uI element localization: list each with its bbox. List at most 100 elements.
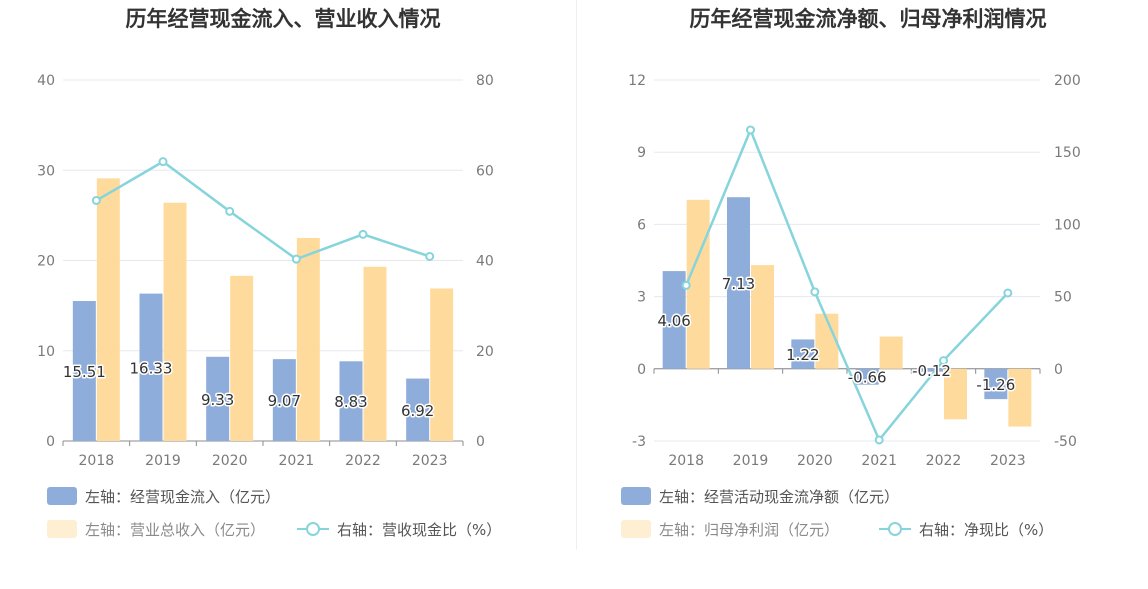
bar bbox=[406, 378, 430, 441]
y-left-tick-label: 12 bbox=[628, 73, 646, 89]
bar bbox=[72, 301, 96, 441]
y-right-tick-label: -50 bbox=[1054, 434, 1077, 450]
y-right-tick-label: 40 bbox=[476, 254, 494, 270]
chart-net-cashflow-profit: 历年经营现金流净额、归母净利润情况 -3 0 3 6 9 12 -50 0 50 100 150 200… bbox=[621, 7, 1081, 539]
bar-data-label: 9.07 bbox=[268, 392, 301, 410]
bar-data-label: -1.26 bbox=[976, 376, 1015, 394]
x-tick-label: 2022 bbox=[345, 453, 381, 469]
y-right-tick-label: 100 bbox=[1054, 217, 1081, 233]
legend-swatch-point bbox=[306, 522, 320, 536]
bar bbox=[163, 202, 187, 441]
x-tick-label: 2020 bbox=[212, 453, 248, 469]
legend-label: 右轴：净现比（%） bbox=[919, 521, 1053, 539]
line-point bbox=[746, 125, 755, 135]
panel-divider bbox=[576, 0, 577, 550]
series-line bbox=[685, 126, 1009, 443]
line-point bbox=[939, 356, 948, 366]
line-point bbox=[810, 287, 820, 297]
bar-data-label: 1.22 bbox=[786, 346, 819, 364]
bar bbox=[363, 266, 387, 441]
bar bbox=[339, 361, 363, 441]
y-right-tick-label: 0 bbox=[476, 434, 485, 450]
legend-swatch-bar bbox=[47, 520, 77, 538]
line-point bbox=[874, 435, 884, 445]
x-tick-label: 2018 bbox=[79, 453, 115, 469]
legend-label: 左轴：经营活动现金流净额（亿元） bbox=[659, 488, 899, 506]
line-point bbox=[681, 280, 691, 290]
bar bbox=[1008, 368, 1032, 427]
bar-data-label: 8.83 bbox=[334, 393, 367, 411]
x-tick-label: 2023 bbox=[412, 453, 448, 469]
line-point bbox=[225, 206, 235, 216]
bar bbox=[96, 178, 120, 441]
bar bbox=[139, 293, 163, 441]
y-right-tick-label: 150 bbox=[1054, 145, 1081, 161]
x-tick-label: 2019 bbox=[733, 453, 769, 469]
bar-data-label: -0.12 bbox=[912, 362, 951, 380]
x-tick-label: 2021 bbox=[279, 453, 315, 469]
y-left-tick-label: 30 bbox=[37, 163, 55, 179]
x-tick-label: 2023 bbox=[990, 453, 1026, 469]
y-left-tick-label: 40 bbox=[37, 73, 55, 89]
y-right-tick-label: 80 bbox=[476, 73, 494, 89]
chart-title: 历年经营现金流净额、归母净利润情况 bbox=[690, 7, 1047, 31]
y-left-tick-label: -3 bbox=[632, 434, 646, 450]
bar bbox=[272, 359, 296, 441]
legend-label: 右轴：营收现金比（%） bbox=[337, 521, 501, 539]
legend-label: 左轴：经营现金流入（亿元） bbox=[85, 488, 280, 506]
line-point bbox=[291, 254, 301, 264]
y-right-tick-label: 50 bbox=[1054, 290, 1072, 306]
y-left-tick-label: 0 bbox=[637, 362, 646, 378]
bar bbox=[879, 336, 903, 369]
bar bbox=[662, 271, 686, 369]
chart-panel-cash-inflow-revenue: 历年经营现金流入、营业收入情况 0 10 20 30 40 0 20 40 60 80 2018 201… bbox=[0, 0, 574, 560]
bar-data-label: 16.33 bbox=[130, 359, 173, 377]
x-tick-label: 2018 bbox=[668, 453, 704, 469]
legend-swatch-bar bbox=[621, 487, 651, 505]
bar bbox=[944, 368, 967, 420]
y-right-tick-label: 0 bbox=[1054, 362, 1063, 378]
y-right-tick-label: 20 bbox=[476, 344, 494, 360]
y-left-tick-label: 0 bbox=[46, 434, 55, 450]
line-point bbox=[158, 157, 168, 167]
chart-panel-net-cashflow-profit: 历年经营现金流净额、归母净利润情况 -3 0 3 6 9 12 -50 0 50 100 150 200… bbox=[574, 0, 1148, 560]
bar bbox=[751, 265, 774, 369]
bar bbox=[296, 237, 320, 441]
legend-label: 左轴：营业总收入（亿元） bbox=[85, 521, 265, 539]
y-left-tick-label: 3 bbox=[637, 290, 646, 306]
legend-swatch-point bbox=[888, 522, 902, 536]
line-point bbox=[425, 251, 435, 261]
bar bbox=[430, 288, 454, 441]
bar bbox=[920, 368, 943, 372]
x-tick-label: 2022 bbox=[926, 453, 962, 469]
bar bbox=[727, 197, 750, 369]
bar-data-label: 4.06 bbox=[657, 312, 690, 330]
chart-title: 历年经营现金流入、营业收入情况 bbox=[126, 7, 441, 31]
chart-cash-inflow-revenue: 历年经营现金流入、营业收入情况 0 10 20 30 40 0 20 40 60 80 2018 201… bbox=[37, 7, 501, 539]
bar bbox=[815, 313, 839, 369]
y-right-tick-label: 200 bbox=[1054, 73, 1081, 89]
bar-data-label: 15.51 bbox=[63, 363, 106, 381]
bar-data-label: -0.66 bbox=[848, 369, 887, 387]
y-right-tick-label: 60 bbox=[476, 163, 494, 179]
x-tick-label: 2020 bbox=[797, 453, 833, 469]
bar-data-label: 6.92 bbox=[401, 402, 434, 420]
y-left-tick-label: 6 bbox=[637, 217, 646, 233]
bar-data-label: 9.33 bbox=[201, 391, 234, 409]
bar bbox=[984, 368, 1008, 400]
x-tick-label: 2021 bbox=[861, 453, 897, 469]
y-left-tick-label: 20 bbox=[37, 254, 55, 270]
legend-swatch-bar bbox=[47, 487, 77, 505]
legend-label: 左轴：归母净利润（亿元） bbox=[659, 521, 839, 539]
bar bbox=[855, 368, 879, 385]
y-left-tick-label: 9 bbox=[637, 145, 646, 161]
bar-data-label: 7.13 bbox=[722, 275, 755, 293]
bar bbox=[230, 275, 254, 441]
line-point bbox=[91, 195, 101, 205]
line-point bbox=[358, 229, 368, 239]
bar bbox=[206, 356, 230, 441]
bar bbox=[791, 339, 815, 369]
x-tick-label: 2019 bbox=[145, 453, 181, 469]
line-point bbox=[1003, 288, 1013, 298]
legend-swatch-bar bbox=[621, 520, 651, 538]
